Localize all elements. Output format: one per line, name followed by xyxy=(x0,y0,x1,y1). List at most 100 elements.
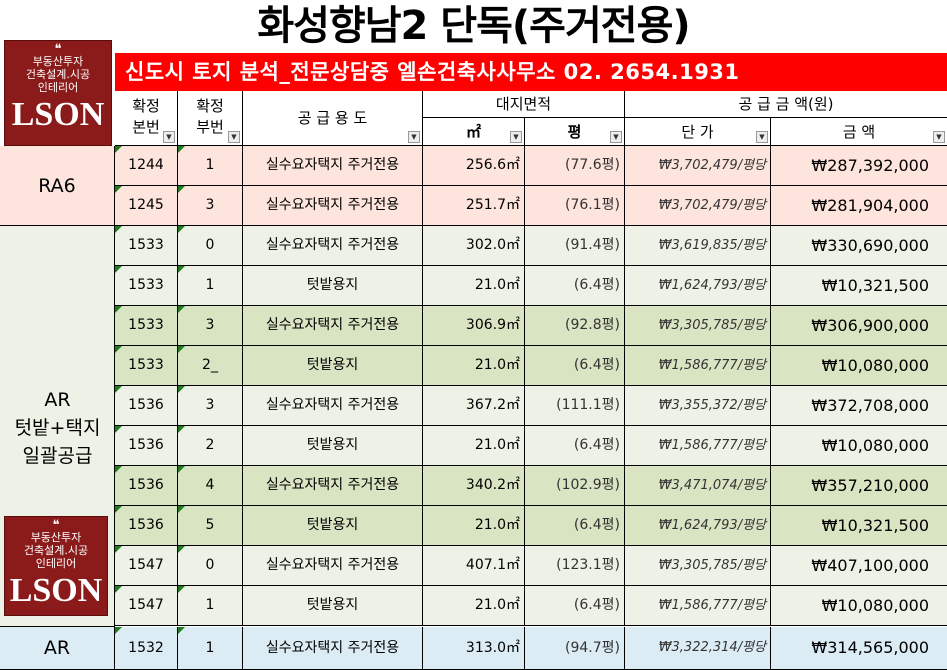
use-cell[interactable]: 텃밭용지 xyxy=(243,506,423,545)
table-row[interactable]: 1547 0 실수요자택지 주거전용 407.1㎡ (123.1평) ₩3,305,785… xyxy=(115,546,947,586)
lot-sub-cell[interactable]: 3 xyxy=(178,306,243,345)
use-cell[interactable]: 텃밭용지 xyxy=(243,266,423,305)
unit-price-cell[interactable]: ₩1,586,777/평당 xyxy=(625,426,771,465)
unit-price-cell[interactable]: ₩3,305,785/평당 xyxy=(625,306,771,345)
lot-sub-cell[interactable]: 0 xyxy=(178,226,243,265)
unit-price-cell[interactable]: ₩3,322,314/평당 xyxy=(625,627,771,669)
table-row[interactable]: 1536 3 실수요자택지 주거전용 367.2㎡ (111.1평) ₩3,355,372… xyxy=(115,386,947,426)
col-unit-price[interactable]: 단 가 ▼ xyxy=(625,118,771,146)
area-pyeong-cell[interactable]: (6.4평) xyxy=(525,586,625,625)
area-pyeong-cell[interactable]: (6.4평) xyxy=(525,346,625,385)
lot-main-cell[interactable]: 1244 xyxy=(115,146,178,185)
unit-price-cell[interactable]: ₩1,624,793/평당 xyxy=(625,506,771,545)
filter-dropdown-icon[interactable]: ▼ xyxy=(933,131,945,143)
use-cell[interactable]: 실수요자택지 주거전용 xyxy=(243,546,423,585)
lot-main-cell[interactable]: 1547 xyxy=(115,586,178,625)
unit-price-cell[interactable]: ₩3,305,785/평당 xyxy=(625,546,771,585)
table-row[interactable]: 1245 3 실수요자택지 주거전용 251.7㎡ (76.1평) ₩3,702,479/… xyxy=(115,186,947,226)
lot-sub-cell[interactable]: 2 xyxy=(178,426,243,465)
table-row[interactable]: 1533 0 실수요자택지 주거전용 302.0㎡ (91.4평) ₩3,619,835/… xyxy=(115,226,947,266)
amount-cell[interactable]: ₩10,080,000 xyxy=(821,356,929,375)
amount-cell[interactable]: ₩407,100,000 xyxy=(811,556,929,575)
col-sub-lot[interactable]: 확정 부번 ▼ xyxy=(178,91,243,146)
area-pyeong-cell[interactable]: (6.4평) xyxy=(525,426,625,465)
lot-sub-cell[interactable]: 2_ xyxy=(178,346,243,385)
amount-cell[interactable]: ₩314,565,000 xyxy=(811,638,929,657)
table-row[interactable]: 1533 2_ 텃밭용지 21.0㎡ (6.4평) ₩1,586,777/평당 ₩10,08… xyxy=(115,346,947,386)
unit-price-cell[interactable]: ₩1,586,777/평당 xyxy=(625,586,771,625)
lot-sub-cell[interactable]: 0 xyxy=(178,546,243,585)
area-m2-cell[interactable]: 340.2㎡ xyxy=(423,466,525,505)
filter-dropdown-icon[interactable]: ▼ xyxy=(510,131,522,143)
table-row[interactable]: 1536 5 텃밭용지 21.0㎡ (6.4평) ₩1,624,793/평당 ₩10,321… xyxy=(115,506,947,546)
area-m2-cell[interactable]: 21.0㎡ xyxy=(423,426,525,465)
lot-sub-cell[interactable]: 1 xyxy=(178,266,243,305)
area-pyeong-cell[interactable]: (102.9평) xyxy=(525,466,625,505)
lot-sub-cell[interactable]: 3 xyxy=(178,386,243,425)
unit-price-cell[interactable]: ₩1,586,777/평당 xyxy=(625,346,771,385)
area-pyeong-cell[interactable]: (92.8평) xyxy=(525,306,625,345)
unit-price-cell[interactable]: ₩3,702,479/평당 xyxy=(625,146,771,185)
table-row[interactable]: 1244 1 실수요자택지 주거전용 256.6㎡ (77.6평) ₩3,702,479/… xyxy=(115,146,947,186)
use-cell[interactable]: 실수요자택지 주거전용 xyxy=(243,226,423,265)
col-use[interactable]: 공 급 용 도 ▼ xyxy=(243,91,423,146)
use-cell[interactable]: 실수요자택지 주거전용 xyxy=(243,466,423,505)
area-pyeong-cell[interactable]: (111.1평) xyxy=(525,386,625,425)
amount-cell[interactable]: ₩10,080,000 xyxy=(821,596,929,615)
amount-cell[interactable]: ₩306,900,000 xyxy=(811,316,929,335)
col-main-lot[interactable]: 확정 본번 ▼ xyxy=(115,91,178,146)
use-cell[interactable]: 실수요자택지 주거전용 xyxy=(243,146,423,185)
use-cell[interactable]: 실수요자택지 주거전용 xyxy=(243,186,423,225)
amount-cell[interactable]: ₩10,321,500 xyxy=(821,516,929,535)
lot-main-cell[interactable]: 1532 xyxy=(115,627,178,669)
area-m2-cell[interactable]: 306.9㎡ xyxy=(423,306,525,345)
area-m2-cell[interactable]: 313.0㎡ xyxy=(423,627,525,669)
lot-main-cell[interactable]: 1536 xyxy=(115,466,178,505)
filter-dropdown-icon[interactable]: ▼ xyxy=(228,131,240,143)
filter-dropdown-icon[interactable]: ▼ xyxy=(163,131,175,143)
unit-price-cell[interactable]: ₩3,702,479/평당 xyxy=(625,186,771,225)
use-cell[interactable]: 실수요자택지 주거전용 xyxy=(243,306,423,345)
table-row[interactable]: 1533 1 텃밭용지 21.0㎡ (6.4평) ₩1,624,793/평당 ₩10,321… xyxy=(115,266,947,306)
lot-main-cell[interactable]: 1536 xyxy=(115,386,178,425)
filter-dropdown-icon[interactable]: ▼ xyxy=(408,131,420,143)
lot-main-cell[interactable]: 1533 xyxy=(115,346,178,385)
area-m2-cell[interactable]: 21.0㎡ xyxy=(423,346,525,385)
lot-main-cell[interactable]: 1533 xyxy=(115,266,178,305)
table-row[interactable]: 1536 2 텃밭용지 21.0㎡ (6.4평) ₩1,586,777/평당 ₩10,080… xyxy=(115,426,947,466)
lot-main-cell[interactable]: 1547 xyxy=(115,546,178,585)
amount-cell[interactable]: ₩372,708,000 xyxy=(811,396,929,415)
area-pyeong-cell[interactable]: (94.7평) xyxy=(525,627,625,669)
filter-dropdown-icon[interactable]: ▼ xyxy=(610,131,622,143)
use-cell[interactable]: 실수요자택지 주거전용 xyxy=(243,386,423,425)
area-pyeong-cell[interactable]: (76.1평) xyxy=(525,186,625,225)
col-pyeong[interactable]: 평 ▼ xyxy=(525,118,625,146)
area-pyeong-cell[interactable]: (91.4평) xyxy=(525,226,625,265)
filter-dropdown-icon[interactable]: ▼ xyxy=(756,131,768,143)
lot-sub-cell[interactable]: 5 xyxy=(178,506,243,545)
area-pyeong-cell[interactable]: (6.4평) xyxy=(525,266,625,305)
lot-sub-cell[interactable]: 1 xyxy=(178,627,243,669)
area-m2-cell[interactable]: 302.0㎡ xyxy=(423,226,525,265)
area-m2-cell[interactable]: 251.7㎡ xyxy=(423,186,525,225)
table-row[interactable]: 1536 4 실수요자택지 주거전용 340.2㎡ (102.9평) ₩3,471,074… xyxy=(115,466,947,506)
use-cell[interactable]: 실수요자택지 주거전용 xyxy=(243,627,423,669)
use-cell[interactable]: 텃밭용지 xyxy=(243,346,423,385)
col-m2[interactable]: ㎡ ▼ xyxy=(423,118,525,146)
lot-main-cell[interactable]: 1536 xyxy=(115,426,178,465)
area-m2-cell[interactable]: 367.2㎡ xyxy=(423,386,525,425)
lot-main-cell[interactable]: 1533 xyxy=(115,226,178,265)
unit-price-cell[interactable]: ₩3,471,074/평당 xyxy=(625,466,771,505)
use-cell[interactable]: 텃밭용지 xyxy=(243,586,423,625)
table-row[interactable]: 1547 1 텃밭용지 21.0㎡ (6.4평) ₩1,586,777/평당 ₩10,080… xyxy=(115,586,947,626)
unit-price-cell[interactable]: ₩3,355,372/평당 xyxy=(625,386,771,425)
table-row[interactable]: 1532 1 실수요자택지 주거전용 313.0㎡ (94.7평) ₩3,322,314/… xyxy=(115,627,947,670)
col-amount[interactable]: 금 액 ▼ xyxy=(771,118,947,146)
amount-cell[interactable]: ₩281,904,000 xyxy=(811,196,929,215)
amount-cell[interactable]: ₩10,080,000 xyxy=(821,436,929,455)
lot-sub-cell[interactable]: 1 xyxy=(178,146,243,185)
table-row[interactable]: 1533 3 실수요자택지 주거전용 306.9㎡ (92.8평) ₩3,305,785/… xyxy=(115,306,947,346)
lot-main-cell[interactable]: 1536 xyxy=(115,506,178,545)
area-m2-cell[interactable]: 256.6㎡ xyxy=(423,146,525,185)
lot-main-cell[interactable]: 1245 xyxy=(115,186,178,225)
